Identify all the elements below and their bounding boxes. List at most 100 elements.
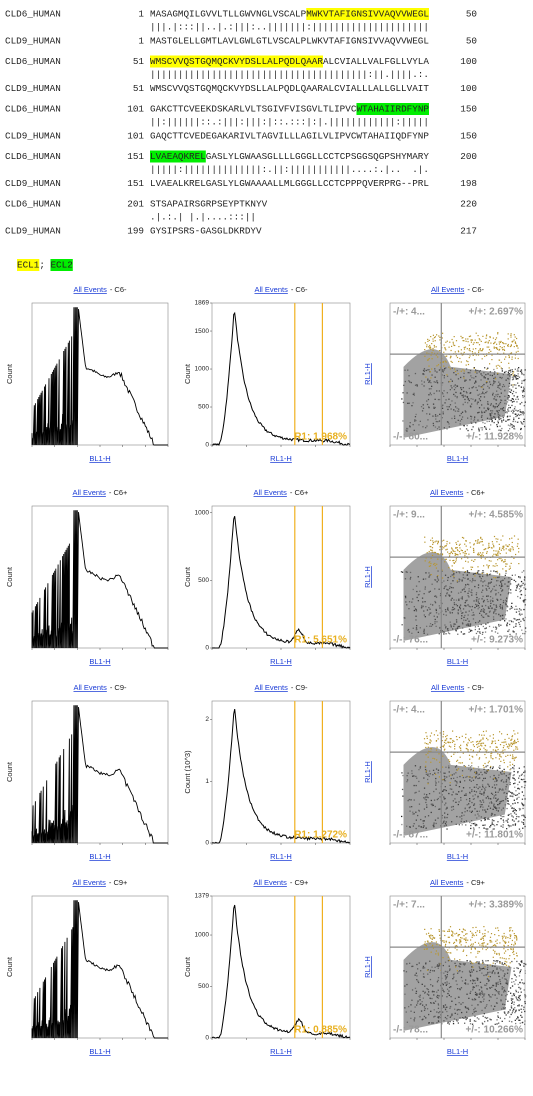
- event-dot: [449, 542, 451, 544]
- event-dot: [513, 346, 515, 348]
- all-events-link[interactable]: All Events: [431, 285, 465, 294]
- event-dot: [503, 768, 505, 771]
- y-axis-label: Count: [183, 566, 192, 587]
- event-dot: [524, 784, 526, 787]
- event-dot: [503, 957, 505, 960]
- event-dot: [463, 351, 465, 353]
- event-dot: [513, 1003, 515, 1006]
- event-dot: [520, 778, 523, 781]
- event-dot: [477, 554, 479, 556]
- all-events-link[interactable]: All Events: [254, 285, 288, 294]
- event-dot: [456, 932, 458, 934]
- all-events-link[interactable]: All Events: [73, 488, 107, 497]
- x-axis-label[interactable]: BL1-H: [89, 852, 110, 861]
- event-dot: [499, 429, 501, 431]
- event-dot: [505, 743, 507, 745]
- y-axis-label[interactable]: RL1-H: [363, 956, 372, 978]
- event-dot: [503, 945, 505, 947]
- all-events-link[interactable]: All Events: [254, 878, 288, 887]
- all-events-link[interactable]: All Events: [254, 683, 288, 692]
- event-dot: [496, 572, 499, 574]
- event-dot: [439, 761, 441, 763]
- event-dot: [465, 733, 467, 735]
- event-dot: [498, 1022, 500, 1024]
- x-axis-label[interactable]: BL1-H: [89, 1047, 110, 1056]
- event-dot: [502, 938, 504, 940]
- all-events-link[interactable]: All Events: [430, 878, 464, 887]
- all-events-link[interactable]: All Events: [73, 285, 107, 294]
- x-axis-label[interactable]: RL1-H: [270, 1047, 292, 1056]
- event-dot: [501, 963, 503, 965]
- all-events-link[interactable]: All Events: [430, 488, 464, 497]
- all-events-link[interactable]: All Events: [73, 878, 107, 887]
- y-axis-label[interactable]: RL1-H: [363, 566, 372, 588]
- x-axis-label[interactable]: BL1-H: [447, 454, 468, 463]
- event-dot: [435, 773, 437, 775]
- x-axis-label[interactable]: RL1-H: [270, 657, 292, 666]
- event-dot: [457, 550, 459, 552]
- event-dot: [511, 393, 514, 395]
- quadrant-stat: -/-: 87...: [393, 830, 428, 841]
- event-dot: [506, 545, 508, 547]
- y-axis-label[interactable]: RL1-H: [363, 363, 372, 385]
- event-dot: [460, 549, 462, 551]
- event-dot: [506, 746, 508, 748]
- event-dot: [439, 934, 441, 936]
- panel-condition: - C9-: [291, 683, 308, 692]
- y-axis-label[interactable]: RL1-H: [363, 761, 372, 783]
- x-axis-label[interactable]: BL1-H: [89, 454, 110, 463]
- event-dot: [493, 576, 495, 579]
- event-dot: [519, 964, 521, 966]
- event-dot: [472, 352, 474, 354]
- all-events-link[interactable]: All Events: [431, 683, 465, 692]
- event-dot: [430, 546, 432, 548]
- event-dot: [487, 367, 489, 369]
- event-dot: [512, 398, 514, 400]
- event-dot: [511, 743, 513, 746]
- panel-title: All Events - C6-: [73, 285, 127, 294]
- all-events-link[interactable]: All Events: [254, 488, 288, 497]
- event-dot: [435, 346, 437, 348]
- event-dot: [442, 577, 444, 579]
- event-dot: [449, 1021, 451, 1023]
- event-dot: [511, 607, 514, 609]
- event-dot: [498, 623, 500, 626]
- event-dot: [449, 555, 451, 557]
- event-dot: [511, 995, 513, 997]
- x-axis-label[interactable]: BL1-H: [447, 657, 468, 666]
- event-dot: [487, 567, 489, 569]
- event-dot: [495, 940, 497, 942]
- event-dot: [495, 554, 497, 556]
- event-dot: [482, 421, 484, 424]
- event-dot: [511, 426, 513, 428]
- x-axis-label[interactable]: BL1-H: [447, 852, 468, 861]
- event-dot: [505, 570, 507, 572]
- event-dot: [510, 997, 512, 1000]
- event-dot: [474, 371, 476, 373]
- event-dot: [455, 1019, 458, 1021]
- event-dot: [498, 954, 500, 956]
- event-dot: [464, 543, 466, 545]
- event-dot: [442, 361, 444, 363]
- event-dot: [503, 348, 505, 350]
- event-dot: [509, 783, 511, 786]
- event-dot: [426, 344, 428, 346]
- x-axis-label[interactable]: BL1-H: [89, 657, 110, 666]
- x-axis-label[interactable]: RL1-H: [270, 454, 292, 463]
- x-axis-label[interactable]: BL1-H: [447, 1047, 468, 1056]
- x-axis-label[interactable]: RL1-H: [270, 852, 292, 861]
- event-dot: [503, 745, 505, 747]
- event-dot: [499, 346, 501, 348]
- event-dot: [457, 350, 459, 352]
- event-dot: [429, 937, 432, 939]
- event-dot: [473, 551, 475, 553]
- event-dot: [489, 939, 491, 942]
- region-highlight: [306, 8, 429, 20]
- event-dot: [523, 395, 525, 397]
- event-dot: [504, 1008, 506, 1010]
- event-dot: [524, 616, 526, 619]
- event-dot: [505, 570, 507, 572]
- event-dot: [511, 795, 513, 797]
- event-dot: [522, 807, 524, 810]
- all-events-link[interactable]: All Events: [73, 683, 107, 692]
